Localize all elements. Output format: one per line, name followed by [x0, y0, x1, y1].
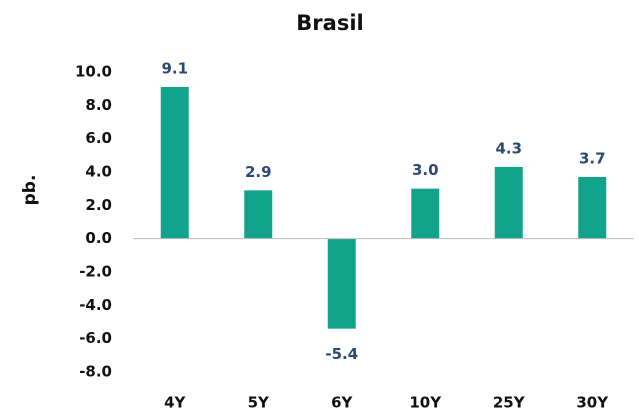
bar — [411, 188, 440, 239]
x-tick-label: 5Y — [248, 394, 270, 412]
value-label: 3.7 — [579, 150, 606, 168]
y-tick-label: 10.0 — [75, 63, 112, 81]
x-tick-label: 6Y — [331, 394, 353, 412]
bar — [244, 190, 273, 239]
value-label: -5.4 — [325, 345, 358, 363]
y-tick-label: 2.0 — [85, 196, 112, 214]
y-tick-label: -2.0 — [79, 263, 112, 281]
x-tick-label: 30Y — [576, 394, 609, 412]
bar — [494, 167, 523, 239]
value-label: 4.3 — [495, 140, 522, 158]
y-tick-label: -6.0 — [79, 329, 112, 347]
y-axis-label: pb. — [20, 175, 40, 206]
bar — [327, 238, 356, 329]
x-tick-label: 10Y — [409, 394, 442, 412]
y-tick-label: 4.0 — [85, 163, 112, 181]
y-tick-label: 0.0 — [85, 229, 112, 247]
y-tick-label: 6.0 — [85, 129, 112, 147]
value-label: 3.0 — [412, 161, 439, 179]
value-label: 2.9 — [245, 163, 272, 181]
bar — [160, 87, 189, 239]
y-tick-label: -4.0 — [79, 296, 112, 314]
x-tick-label: 25Y — [493, 394, 526, 412]
bar — [578, 177, 607, 239]
chart-title: Brasil — [296, 11, 363, 35]
y-tick-label: 8.0 — [85, 96, 112, 114]
value-label: 9.1 — [161, 60, 188, 78]
y-tick-label: -8.0 — [79, 363, 112, 381]
x-tick-label: 4Y — [164, 394, 186, 412]
